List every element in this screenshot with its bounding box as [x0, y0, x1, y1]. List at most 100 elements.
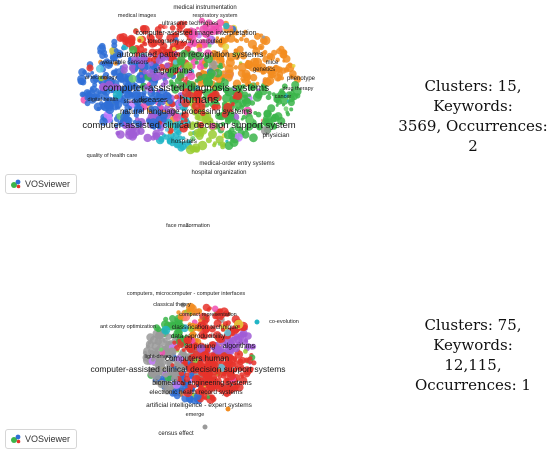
- keyword-node[interactable]: [133, 28, 139, 35]
- keyword-node[interactable]: [155, 351, 160, 356]
- keyword-node[interactable]: [196, 344, 206, 353]
- keyword-node[interactable]: [207, 371, 213, 377]
- keyword-node[interactable]: [146, 82, 151, 87]
- keyword-node[interactable]: [204, 359, 213, 368]
- keyword-node[interactable]: [283, 67, 290, 73]
- keyword-node[interactable]: [206, 346, 210, 351]
- keyword-node[interactable]: [241, 130, 250, 139]
- keyword-node[interactable]: [194, 60, 199, 65]
- keyword-node[interactable]: [119, 53, 123, 57]
- keyword-node[interactable]: [139, 79, 145, 84]
- keyword-label[interactable]: computer-assisted image interpretation: [135, 30, 256, 37]
- keyword-node[interactable]: [237, 69, 246, 78]
- keyword-node[interactable]: [194, 338, 199, 343]
- keyword-node[interactable]: [124, 90, 134, 100]
- keyword-node[interactable]: [260, 87, 268, 96]
- keyword-node[interactable]: [173, 113, 182, 122]
- keyword-node[interactable]: [95, 64, 104, 73]
- keyword-node[interactable]: [191, 366, 196, 371]
- keyword-node[interactable]: [176, 363, 186, 373]
- keyword-node[interactable]: [277, 117, 286, 126]
- keyword-node[interactable]: [158, 63, 166, 71]
- keyword-node[interactable]: [177, 20, 186, 30]
- keyword-node[interactable]: [183, 118, 188, 123]
- keyword-node[interactable]: [112, 89, 123, 100]
- keyword-node[interactable]: [121, 63, 128, 71]
- keyword-node[interactable]: [184, 338, 191, 344]
- keyword-node[interactable]: [185, 344, 191, 350]
- keyword-node[interactable]: [141, 56, 148, 64]
- keyword-node[interactable]: [139, 74, 143, 78]
- keyword-label[interactable]: classification technique: [172, 324, 239, 331]
- keyword-node[interactable]: [224, 64, 234, 74]
- keyword-node[interactable]: [188, 123, 196, 130]
- keyword-node[interactable]: [128, 39, 136, 47]
- keyword-node[interactable]: [181, 348, 186, 352]
- keyword-node[interactable]: [229, 28, 234, 33]
- keyword-node[interactable]: [186, 80, 192, 85]
- keyword-node[interactable]: [169, 25, 176, 31]
- keyword-label[interactable]: ant colony optimization: [100, 324, 156, 330]
- keyword-node[interactable]: [203, 42, 209, 48]
- keyword-node[interactable]: [214, 345, 223, 354]
- keyword-node[interactable]: [169, 82, 174, 87]
- keyword-node[interactable]: [255, 46, 259, 51]
- keyword-node[interactable]: [97, 49, 103, 55]
- keyword-node[interactable]: [160, 131, 164, 136]
- keyword-node[interactable]: [178, 100, 182, 104]
- keyword-node[interactable]: [289, 107, 294, 112]
- keyword-node[interactable]: [207, 29, 213, 35]
- keyword-node[interactable]: [238, 366, 244, 371]
- keyword-node[interactable]: [275, 57, 280, 63]
- keyword-node[interactable]: [215, 36, 220, 40]
- keyword-node[interactable]: [177, 341, 185, 348]
- keyword-node[interactable]: [218, 383, 227, 392]
- keyword-node[interactable]: [194, 51, 204, 61]
- keyword-node[interactable]: [180, 302, 186, 308]
- keyword-label[interactable]: physician: [262, 132, 289, 139]
- keyword-node[interactable]: [149, 53, 153, 57]
- keyword-node[interactable]: [254, 319, 260, 325]
- keyword-node[interactable]: [197, 47, 203, 53]
- keyword-node[interactable]: [186, 308, 191, 313]
- keyword-node[interactable]: [212, 313, 219, 320]
- keyword-node[interactable]: [227, 129, 232, 135]
- keyword-label[interactable]: mice: [266, 60, 279, 66]
- keyword-node[interactable]: [179, 142, 187, 151]
- keyword-node[interactable]: [181, 136, 186, 141]
- keyword-node[interactable]: [197, 121, 205, 129]
- keyword-node[interactable]: [112, 53, 118, 59]
- keyword-label[interactable]: phenotype: [287, 76, 316, 82]
- keyword-node[interactable]: [116, 130, 125, 139]
- keyword-node[interactable]: [202, 424, 208, 430]
- keyword-node[interactable]: [183, 69, 189, 75]
- keyword-node[interactable]: [183, 387, 193, 398]
- keyword-label[interactable]: hospital organization: [191, 170, 246, 176]
- keyword-node[interactable]: [213, 24, 223, 35]
- keyword-node[interactable]: [190, 353, 196, 359]
- keyword-node[interactable]: [193, 128, 202, 138]
- keyword-node[interactable]: [276, 77, 281, 82]
- keyword-node[interactable]: [133, 112, 139, 118]
- keyword-node[interactable]: [204, 377, 214, 387]
- keyword-node[interactable]: [158, 136, 165, 143]
- keyword-node[interactable]: [191, 310, 197, 316]
- keyword-node[interactable]: [215, 135, 224, 144]
- keyword-node[interactable]: [260, 70, 266, 75]
- keyword-node[interactable]: [283, 106, 289, 112]
- keyword-node[interactable]: [247, 39, 257, 49]
- keyword-node[interactable]: [187, 56, 193, 61]
- keyword-node[interactable]: [213, 141, 217, 146]
- keyword-node[interactable]: [192, 384, 197, 388]
- keyword-node[interactable]: [141, 92, 147, 98]
- keyword-node[interactable]: [158, 72, 165, 80]
- keyword-node[interactable]: [176, 56, 186, 66]
- keyword-node[interactable]: [162, 355, 167, 360]
- keyword-node[interactable]: [91, 93, 98, 101]
- keyword-node[interactable]: [191, 374, 201, 385]
- keyword-node[interactable]: [175, 331, 180, 336]
- keyword-node[interactable]: [244, 338, 248, 343]
- keyword-node[interactable]: [198, 330, 207, 340]
- keyword-node[interactable]: [177, 135, 183, 141]
- keyword-node[interactable]: [122, 36, 129, 43]
